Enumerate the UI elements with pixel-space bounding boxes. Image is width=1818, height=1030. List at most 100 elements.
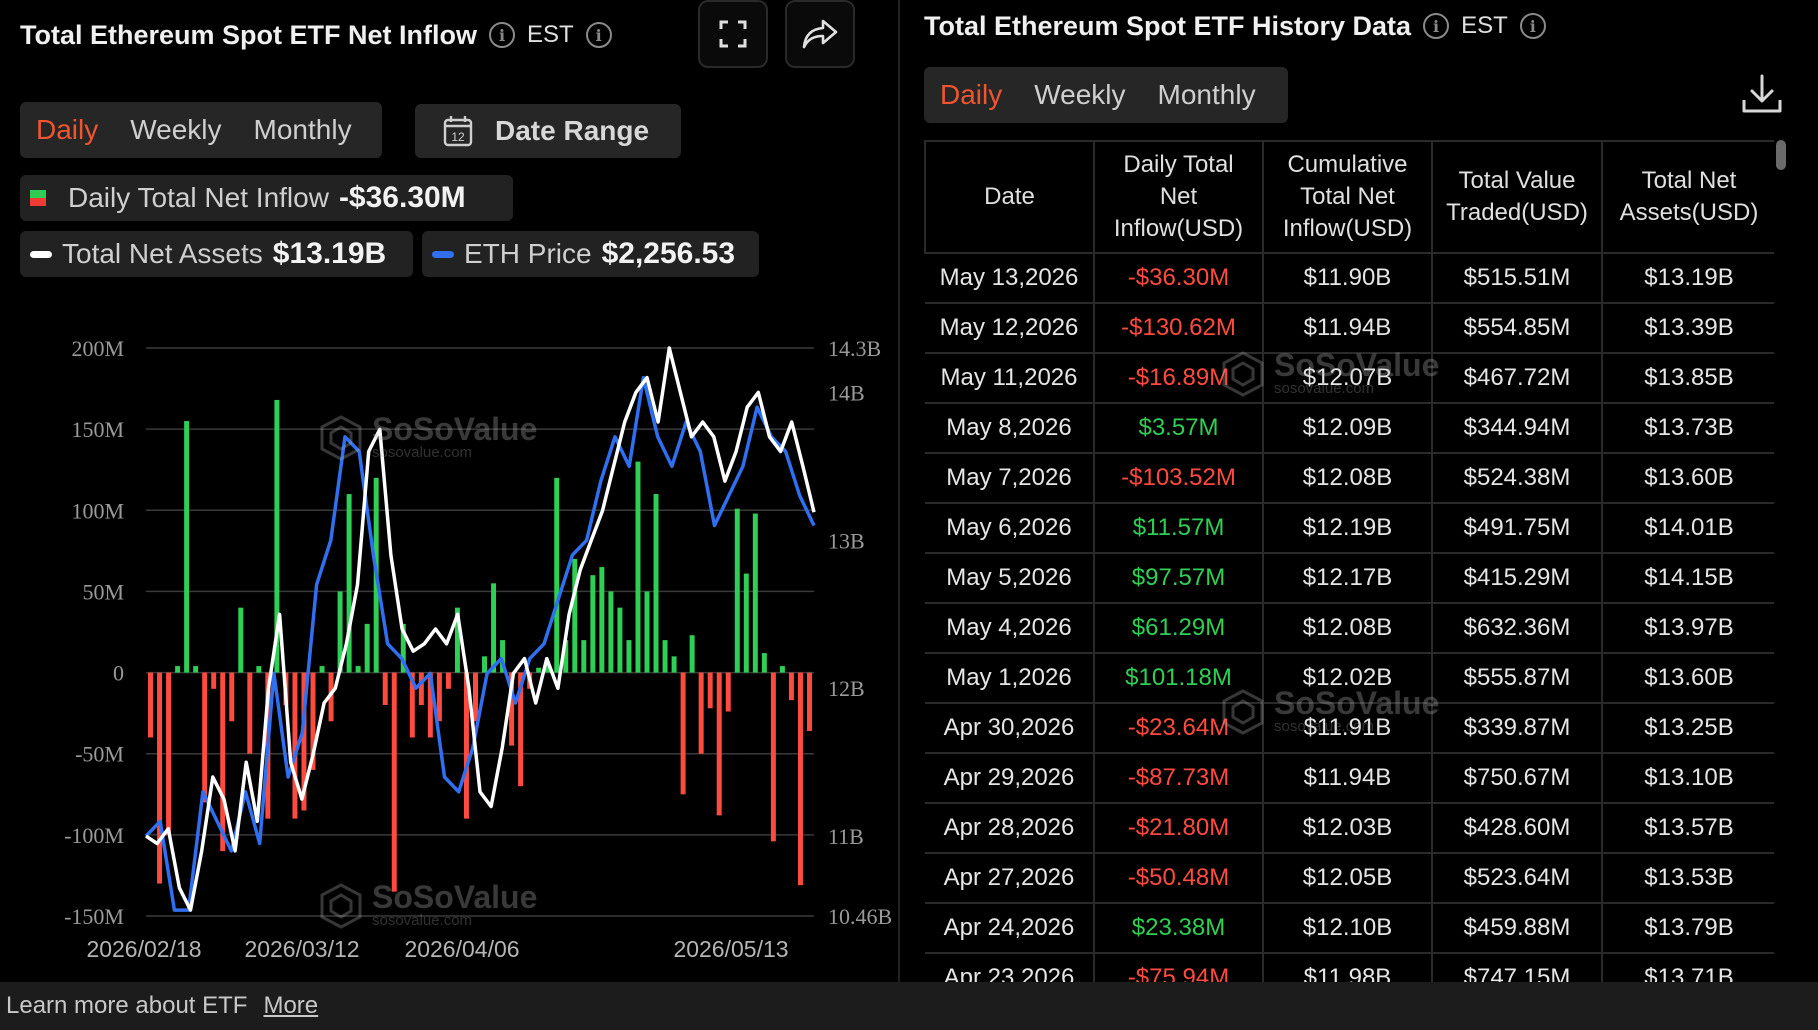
history-table-container[interactable]: Date Daily Total Net Inflow(USD) Cumulative T… bbox=[924, 140, 1774, 982]
left-axis-labels: 200M 150M 100M 50M 0 -50M -100M -150M bbox=[64, 336, 124, 929]
price-legend-swatch bbox=[432, 250, 454, 258]
chart-lines bbox=[144, 346, 816, 912]
cell-date: May 5,2026 bbox=[925, 552, 1095, 604]
inflow-bar bbox=[247, 672, 253, 754]
share-button[interactable] bbox=[785, 0, 855, 68]
cell-date: Apr 24,2026 bbox=[925, 902, 1095, 954]
cell-traded: $555.87M bbox=[1432, 652, 1603, 704]
history-panel: Total Ethereum Spot ETF History Data i E… bbox=[922, 0, 1818, 982]
share-icon bbox=[802, 19, 838, 49]
inflow-bar bbox=[482, 656, 487, 673]
cell-assets: $13.10B bbox=[1602, 752, 1774, 804]
inflow-bar bbox=[725, 672, 731, 712]
tab-daily[interactable]: Daily bbox=[36, 114, 99, 145]
cell-traded: $459.88M bbox=[1432, 902, 1603, 954]
cell-cumulative: $12.07B bbox=[1263, 352, 1433, 404]
table-row: Apr 28,2026 -$21.80M $12.03B $428.60M $13.57… bbox=[925, 802, 1774, 854]
inflow-legend-swatch bbox=[30, 190, 46, 206]
inflow-bar bbox=[500, 640, 506, 673]
cell-cumulative: $12.08B bbox=[1263, 602, 1433, 654]
inflow-bar bbox=[166, 672, 172, 835]
inflow-bar bbox=[743, 573, 749, 673]
inflow-bar bbox=[463, 672, 469, 819]
history-period-tabs: Daily Weekly Monthly bbox=[924, 67, 1288, 123]
chart-bars bbox=[148, 399, 812, 892]
cell-assets: $13.97B bbox=[1602, 602, 1774, 654]
x-tick-label: 2026/03/12 bbox=[244, 936, 359, 962]
y-tick-label: 200M bbox=[71, 336, 124, 361]
table-row: May 6,2026 $11.57M $12.19B $491.75M $14.01B bbox=[925, 502, 1774, 554]
info-icon[interactable]: i bbox=[1519, 13, 1546, 39]
inflow-bar bbox=[436, 672, 442, 722]
cell-inflow: -$36.30M bbox=[1094, 252, 1264, 304]
daily-inflow-stat: Daily Total Net Inflow -$36.30M bbox=[20, 175, 513, 221]
cell-assets: $13.79B bbox=[1602, 902, 1774, 954]
tab-weekly[interactable]: Weekly bbox=[1034, 79, 1126, 110]
inflow-bar bbox=[590, 575, 596, 673]
column-header: Total Value Traded(USD) bbox=[1431, 140, 1603, 254]
tab-monthly[interactable]: Monthly bbox=[253, 114, 352, 145]
inflow-bar bbox=[346, 494, 352, 673]
inflow-bar bbox=[175, 666, 181, 673]
table-row: May 4,2026 $61.29M $12.08B $632.36M $13.97B bbox=[925, 602, 1774, 654]
inflow-bar bbox=[473, 672, 478, 722]
cell-date: May 13,2026 bbox=[925, 252, 1095, 304]
cell-date: May 6,2026 bbox=[925, 502, 1095, 554]
cell-inflow: -$21.80M bbox=[1094, 802, 1264, 854]
daily-inflow-label: Daily Total Net Inflow bbox=[68, 182, 329, 213]
date-range-button[interactable]: 12 Date Range bbox=[415, 104, 681, 158]
inflow-bar bbox=[635, 461, 641, 673]
info-icon[interactable]: i bbox=[1423, 13, 1450, 39]
tab-daily[interactable]: Daily bbox=[940, 79, 1003, 110]
table-row: May 13,2026 -$36.30M $11.90B $515.51M $13.19… bbox=[925, 252, 1774, 304]
table-row: May 8,2026 $3.57M $12.09B $344.94M $13.73B bbox=[925, 402, 1774, 454]
download-icon[interactable] bbox=[1740, 72, 1784, 116]
x-axis-labels: 2026/02/18 2026/03/12 2026/04/06 2026/05/13 bbox=[86, 936, 788, 962]
inflow-bar bbox=[355, 666, 361, 673]
cell-cumulative: $11.91B bbox=[1263, 702, 1433, 754]
more-link[interactable]: More bbox=[263, 992, 319, 1019]
cell-traded: $339.87M bbox=[1432, 702, 1603, 754]
inflow-period-tabs: Daily Weekly Monthly bbox=[20, 102, 382, 158]
inflow-bar bbox=[391, 672, 397, 892]
cell-inflow: -$23.64M bbox=[1094, 702, 1264, 754]
cell-cumulative: $12.08B bbox=[1263, 452, 1433, 504]
cell-cumulative: $11.98B bbox=[1263, 952, 1433, 982]
inflow-bar bbox=[418, 672, 424, 706]
inflow-bar bbox=[211, 672, 217, 689]
cell-date: Apr 27,2026 bbox=[925, 852, 1095, 904]
cell-assets: $13.39B bbox=[1602, 302, 1774, 354]
cell-date: Apr 30,2026 bbox=[925, 702, 1095, 754]
footer-bar: Learn more about ETF More bbox=[0, 982, 1818, 1030]
column-header: Date bbox=[924, 140, 1095, 254]
tab-monthly[interactable]: Monthly bbox=[1157, 79, 1256, 110]
cell-inflow: -$103.52M bbox=[1094, 452, 1264, 504]
y-tick-label: 100M bbox=[71, 498, 124, 523]
table-scrollbar[interactable] bbox=[1776, 140, 1786, 982]
y-tick-label: -150M bbox=[64, 904, 124, 929]
inflow-bar bbox=[491, 583, 497, 673]
cell-assets: $13.60B bbox=[1602, 452, 1774, 504]
tab-weekly[interactable]: Weekly bbox=[130, 114, 222, 145]
cell-assets: $13.60B bbox=[1602, 652, 1774, 704]
cell-cumulative: $12.10B bbox=[1263, 902, 1433, 954]
cell-date: Apr 28,2026 bbox=[925, 802, 1095, 854]
table-row: May 5,2026 $97.57M $12.17B $415.29M $14.15B bbox=[925, 552, 1774, 604]
info-icon[interactable]: i bbox=[489, 22, 515, 48]
eth-price-value: $2,256.53 bbox=[601, 237, 736, 270]
fullscreen-button[interactable] bbox=[698, 0, 768, 68]
inflow-bar bbox=[427, 672, 433, 738]
inflow-panel-title: Total Ethereum Spot ETF Net Inflow bbox=[20, 19, 477, 50]
cell-traded: $515.51M bbox=[1432, 252, 1603, 304]
table-row: Apr 29,2026 -$87.73M $11.94B $750.67M $13.10… bbox=[925, 752, 1774, 804]
cell-traded: $491.75M bbox=[1432, 502, 1603, 554]
inflow-bar bbox=[220, 672, 226, 852]
scrollbar-thumb[interactable] bbox=[1776, 140, 1786, 170]
info-icon[interactable]: i bbox=[585, 22, 612, 48]
inflow-bar bbox=[716, 672, 722, 816]
inflow-bar bbox=[807, 672, 812, 731]
inflow-bar bbox=[301, 672, 307, 811]
cell-traded: $524.38M bbox=[1432, 452, 1603, 504]
cell-inflow: -$50.48M bbox=[1094, 852, 1264, 904]
daily-inflow-value: -$36.30M bbox=[338, 181, 466, 214]
